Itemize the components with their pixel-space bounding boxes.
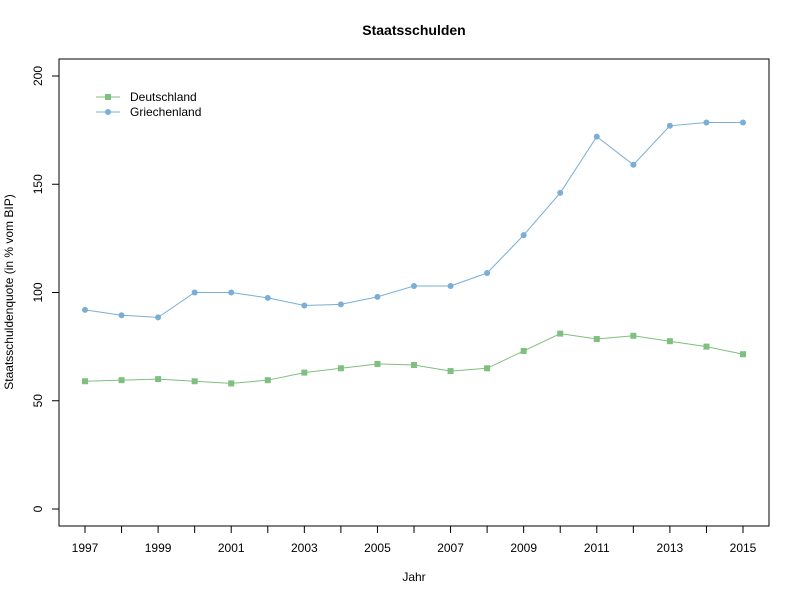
plot-frame: [58, 58, 770, 527]
data-point-griechenland: [520, 232, 527, 239]
data-point-griechenland: [740, 119, 746, 126]
data-point-griechenland: [484, 270, 491, 277]
x-tick-label: 2009: [510, 541, 537, 555]
series-line-deutschland: [84, 333, 744, 384]
data-point-deutschland: [666, 338, 673, 345]
x-tick-label: 1997: [72, 541, 99, 555]
x-axis-label: Jahr: [402, 570, 425, 584]
data-point-griechenland: [374, 293, 381, 300]
data-point-griechenland: [557, 189, 564, 196]
data-point-griechenland: [301, 302, 308, 309]
x-tick-label: 2005: [364, 541, 391, 555]
x-tick-label: 2013: [657, 541, 684, 555]
data-point-griechenland: [630, 161, 637, 168]
data-point-deutschland: [264, 377, 271, 384]
chart-title: Staatsschulden: [362, 22, 465, 38]
series-griechenland: [82, 119, 746, 321]
data-point-griechenland: [411, 283, 417, 290]
data-point-griechenland: [191, 289, 198, 296]
y-axis: 0 50 100 150 200: [31, 66, 59, 512]
data-point-deutschland: [82, 378, 88, 385]
data-point-deutschland: [593, 336, 600, 343]
data-point-deutschland: [191, 378, 198, 385]
data-point-griechenland: [703, 119, 710, 126]
x-tick-label: 2007: [437, 541, 464, 555]
data-point-griechenland: [228, 289, 235, 296]
data-point-deutschland: [301, 369, 308, 376]
data-point-griechenland: [337, 301, 344, 308]
y-tick-label: 200: [31, 66, 45, 86]
data-point-deutschland: [630, 332, 637, 339]
data-point-deutschland: [740, 351, 746, 358]
x-tick-label: 2015: [730, 541, 757, 555]
series-deutschland: [82, 330, 746, 387]
data-point-deutschland: [447, 368, 454, 375]
y-tick-label: 150: [31, 174, 45, 194]
legend-item-griechenland: Griechenland: [96, 105, 201, 119]
data-point-deutschland: [557, 330, 564, 337]
x-tick-label: 2011: [584, 541, 610, 555]
data-point-griechenland: [155, 314, 162, 321]
data-point-griechenland: [264, 294, 271, 301]
legend-label: Deutschland: [130, 90, 197, 104]
legend-marker: [105, 109, 111, 115]
data-point-deutschland: [411, 362, 417, 369]
y-tick-label: 0: [31, 505, 45, 512]
data-point-deutschland: [118, 377, 125, 384]
data-point-deutschland: [337, 365, 344, 372]
data-point-griechenland: [82, 306, 88, 313]
data-point-deutschland: [484, 365, 491, 372]
data-point-griechenland: [118, 312, 125, 319]
data-point-griechenland: [593, 133, 600, 140]
data-point-deutschland: [374, 360, 381, 367]
data-point-deutschland: [228, 380, 235, 387]
x-tick-label: 2003: [291, 541, 318, 555]
data-point-deutschland: [520, 347, 527, 354]
series-layer: [82, 119, 746, 387]
legend-label: Griechenland: [130, 105, 201, 119]
data-point-deutschland: [703, 343, 710, 350]
legend-marker: [105, 94, 111, 100]
data-point-deutschland: [155, 376, 162, 383]
data-point-griechenland: [447, 283, 454, 290]
y-axis-label: Staatsschuldenquote (in % vom BIP): [2, 194, 16, 389]
data-point-griechenland: [666, 122, 673, 129]
legend-item-deutschland: Deutschland: [96, 90, 197, 104]
y-tick-label: 50: [31, 394, 45, 408]
x-axis: 1997 1999 2001 2003 2005 2007 2009 2011 2013 2015: [72, 526, 757, 555]
x-tick-label: 1999: [145, 541, 172, 555]
y-tick-label: 100: [31, 282, 45, 302]
x-tick-label: 2001: [218, 541, 245, 555]
